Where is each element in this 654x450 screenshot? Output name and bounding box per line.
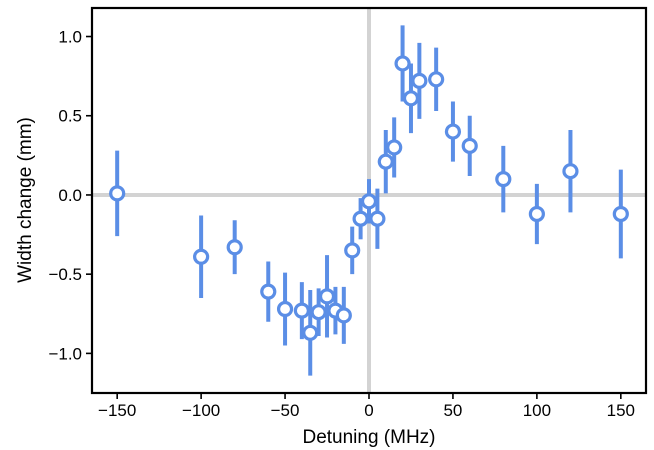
point-marker <box>360 193 378 210</box>
point-marker <box>562 163 579 180</box>
data-point <box>394 25 411 102</box>
point-marker <box>495 171 512 188</box>
x-tick-label: 100 <box>523 401 551 420</box>
y-tick-label: −1.0 <box>48 344 82 363</box>
data-point <box>344 226 361 275</box>
x-tick-label: −150 <box>98 401 136 420</box>
x-tick-label: −100 <box>182 401 220 420</box>
plot-frame <box>90 6 648 395</box>
y-axis-label: Width change (mm) <box>15 117 36 283</box>
point-marker <box>428 71 445 88</box>
point-marker <box>461 137 478 154</box>
point-marker <box>444 123 462 140</box>
data-point <box>444 101 462 162</box>
point-marker <box>310 304 327 321</box>
point-marker <box>352 210 369 227</box>
data-point <box>377 129 394 194</box>
point-marker <box>386 139 403 156</box>
data-point <box>461 115 478 176</box>
y-ticks: −1.0 −0.5 0.0 0.5 1.0 <box>48 28 92 363</box>
y-tick-label: 0.5 <box>58 107 82 126</box>
data-point <box>226 220 243 275</box>
data-point <box>428 47 445 111</box>
x-axis-label: Detuning (MHz) <box>302 427 435 448</box>
point-marker <box>193 248 210 265</box>
x-tick-label: 0 <box>364 401 373 420</box>
point-marker <box>276 300 294 318</box>
data-point <box>276 272 294 346</box>
point-marker <box>394 55 411 72</box>
data-points <box>109 25 629 376</box>
point-marker <box>109 185 126 202</box>
x-tick-label: 150 <box>607 401 635 420</box>
data-point <box>302 290 319 376</box>
point-marker <box>318 288 336 305</box>
point-marker <box>369 210 386 227</box>
x-tick-label: 50 <box>443 401 462 420</box>
data-point <box>562 129 579 213</box>
point-marker <box>528 205 545 223</box>
point-marker <box>402 90 420 107</box>
point-marker <box>302 324 319 341</box>
data-point <box>335 286 352 344</box>
point-marker <box>344 242 361 259</box>
data-point <box>528 183 545 245</box>
x-tick-label: −50 <box>271 401 300 420</box>
data-point <box>411 42 428 119</box>
x-ticks: −150 −100 −50 0 50 100 150 <box>98 393 635 420</box>
data-point <box>260 261 277 322</box>
data-point <box>318 255 336 338</box>
point-marker <box>226 239 243 256</box>
data-point <box>612 169 629 259</box>
point-marker <box>612 205 629 223</box>
data-point <box>109 150 126 237</box>
y-tick-label: 1.0 <box>58 28 82 47</box>
data-point <box>193 215 210 298</box>
data-point <box>369 188 386 249</box>
data-point <box>386 117 403 178</box>
point-marker <box>335 307 352 324</box>
y-tick-label: 0.0 <box>58 186 82 205</box>
point-marker <box>293 302 310 319</box>
point-marker <box>260 283 277 300</box>
point-marker <box>377 153 394 170</box>
data-point <box>495 145 512 213</box>
point-marker <box>411 72 428 89</box>
y-tick-label: −0.5 <box>48 265 82 284</box>
